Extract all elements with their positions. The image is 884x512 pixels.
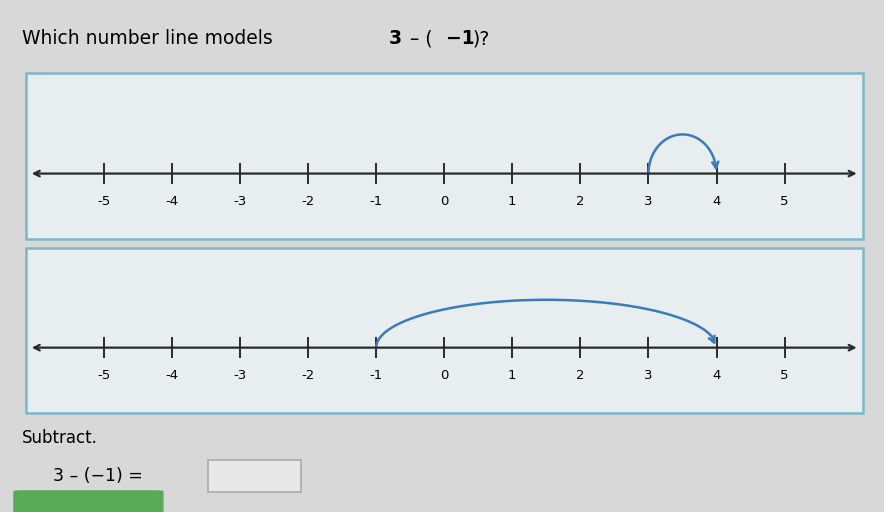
Text: -5: -5 xyxy=(97,195,110,208)
Text: 4: 4 xyxy=(713,195,720,208)
FancyBboxPatch shape xyxy=(26,74,863,239)
Text: 1: 1 xyxy=(508,370,516,382)
Text: 3: 3 xyxy=(389,29,402,48)
Text: -4: -4 xyxy=(165,370,179,382)
Text: -3: -3 xyxy=(233,195,247,208)
Text: 3: 3 xyxy=(644,370,652,382)
Text: -5: -5 xyxy=(97,370,110,382)
Text: -1: -1 xyxy=(370,195,383,208)
Text: 2: 2 xyxy=(576,370,584,382)
Text: -4: -4 xyxy=(165,195,179,208)
Text: -2: -2 xyxy=(301,370,315,382)
Text: 5: 5 xyxy=(781,195,789,208)
Text: )?: )? xyxy=(472,29,490,48)
Text: 1: 1 xyxy=(508,195,516,208)
Text: -1: -1 xyxy=(370,370,383,382)
Text: 3 – (−1) =: 3 – (−1) = xyxy=(53,467,149,485)
Text: Subtract.: Subtract. xyxy=(22,429,98,446)
Text: 5: 5 xyxy=(781,370,789,382)
FancyBboxPatch shape xyxy=(26,248,863,413)
Text: Which number line models: Which number line models xyxy=(22,29,278,48)
Text: 2: 2 xyxy=(576,195,584,208)
Text: 3: 3 xyxy=(644,195,652,208)
Text: -2: -2 xyxy=(301,195,315,208)
Text: 0: 0 xyxy=(440,370,448,382)
Text: -3: -3 xyxy=(233,370,247,382)
FancyBboxPatch shape xyxy=(208,460,301,492)
Text: −1: −1 xyxy=(446,29,475,48)
FancyBboxPatch shape xyxy=(13,490,164,512)
Text: 4: 4 xyxy=(713,370,720,382)
Text: – (: – ( xyxy=(404,29,432,48)
Text: 0: 0 xyxy=(440,195,448,208)
